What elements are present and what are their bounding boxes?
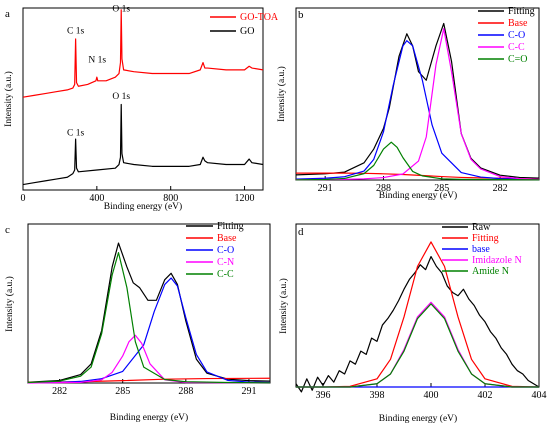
panel-d-series-amide-n [296,303,539,388]
panel-c-legend-label: C-O [217,245,234,256]
panel-b-legend-label: C-O [508,30,525,41]
panel-d-xtick-label: 396 [316,390,331,401]
panel-a-annotation: N 1s [88,56,106,66]
panel-a-x-axis-label: Binding energy (eV) [104,201,182,212]
panel-c-xtick-label: 285 [115,386,130,397]
panel-b-series-c-o [295,40,540,181]
panel-c-legend-label: C-C [217,269,234,280]
panel-c-series-c-n [27,334,271,384]
panel-a-annotation: C 1s [67,128,84,138]
panel-a-y-axis-label: Intensity (a.u.) [3,71,14,127]
panel-c-y-axis-label: Intensity (a.u.) [4,276,15,332]
panel-d-xtick-label: 400 [424,390,439,401]
panel-c-legend-label: Fitting [217,221,244,232]
panel-c-frame [27,223,271,384]
panel-c-series-c-c [27,252,271,384]
panel-c-series-c-o [27,277,271,384]
panel-d-legend-label: base [472,244,490,255]
panel-d-legend-label: Fitting [472,233,499,244]
panel-b-series-c-o [295,141,540,181]
panel-b-legend-label: C-C [508,42,525,53]
panel-b-frame [295,7,540,181]
panel-a-annotation: C 1s [67,26,84,36]
panel-d-legend-label: Raw [472,222,491,233]
panel-a-annotation: O 1s [112,92,130,102]
panel-d-legend-label: Amide N [472,266,509,277]
panel-d-y-axis-label: Intensity (a.u.) [278,278,289,334]
panel-c-series-fitting [27,242,271,383]
panel-b-y-axis-label: Intensity (a.u.) [276,66,287,122]
panel-b-xtick-label: 282 [493,183,508,194]
panel-c-x-axis-label: Binding energy (eV) [110,412,188,423]
panel-c-xtick-label: 282 [52,386,67,397]
panel-d-xtick-label: 402 [478,390,493,401]
panel-c-xtick-label: 291 [241,386,256,397]
panel-b-legend-label: Fitting [508,6,535,17]
panel-d-xtick-label: 404 [532,390,547,401]
panel-a-frame [22,7,264,191]
panel-a-tag: a [5,8,10,20]
panel-c-xtick-label: 288 [178,386,193,397]
panel-d-x-axis-label: Binding energy (eV) [379,413,457,424]
panel-d-series-fitting [296,241,540,388]
panel-d-tag: d [298,226,304,238]
panel-d-series-raw [295,256,540,393]
panel-b-legend-label: C=O [508,54,528,65]
panel-d-series-imidazole-n [296,301,539,388]
panel-c-tag: c [5,224,10,236]
panel-a-series-go [22,103,264,186]
panel-a-xtick-label: 800 [163,193,178,204]
panel-b-series-c-c [295,28,540,181]
panel-d-xtick-label: 398 [370,390,385,401]
panel-a-xtick-label: 0 [21,193,26,204]
panel-b-series-fitting [295,22,540,179]
panel-b-xtick-label: 285 [434,183,449,194]
panel-b-xtick-label: 291 [318,183,333,194]
panel-c-legend-label: Base [217,233,237,244]
panel-c-legend-label: C-N [217,257,234,268]
panel-a-xtick-label: 1200 [235,193,255,204]
panel-a-legend-label: GO-TOA [240,12,279,23]
panel-b-tag: b [298,9,304,21]
panel-b-x-axis-label: Binding energy (eV) [379,190,457,201]
panel-b-xtick-label: 288 [376,183,391,194]
panel-a-xtick-label: 400 [89,193,104,204]
panel-a-annotation: O 1s [112,5,130,15]
panel-b-legend-label: Base [508,18,528,29]
panel-a-series-go-toa [22,9,264,98]
panel-d-frame [295,223,540,388]
panel-d-legend-label: Imidazole N [472,255,522,266]
panel-a-legend-label: GO [240,26,254,37]
